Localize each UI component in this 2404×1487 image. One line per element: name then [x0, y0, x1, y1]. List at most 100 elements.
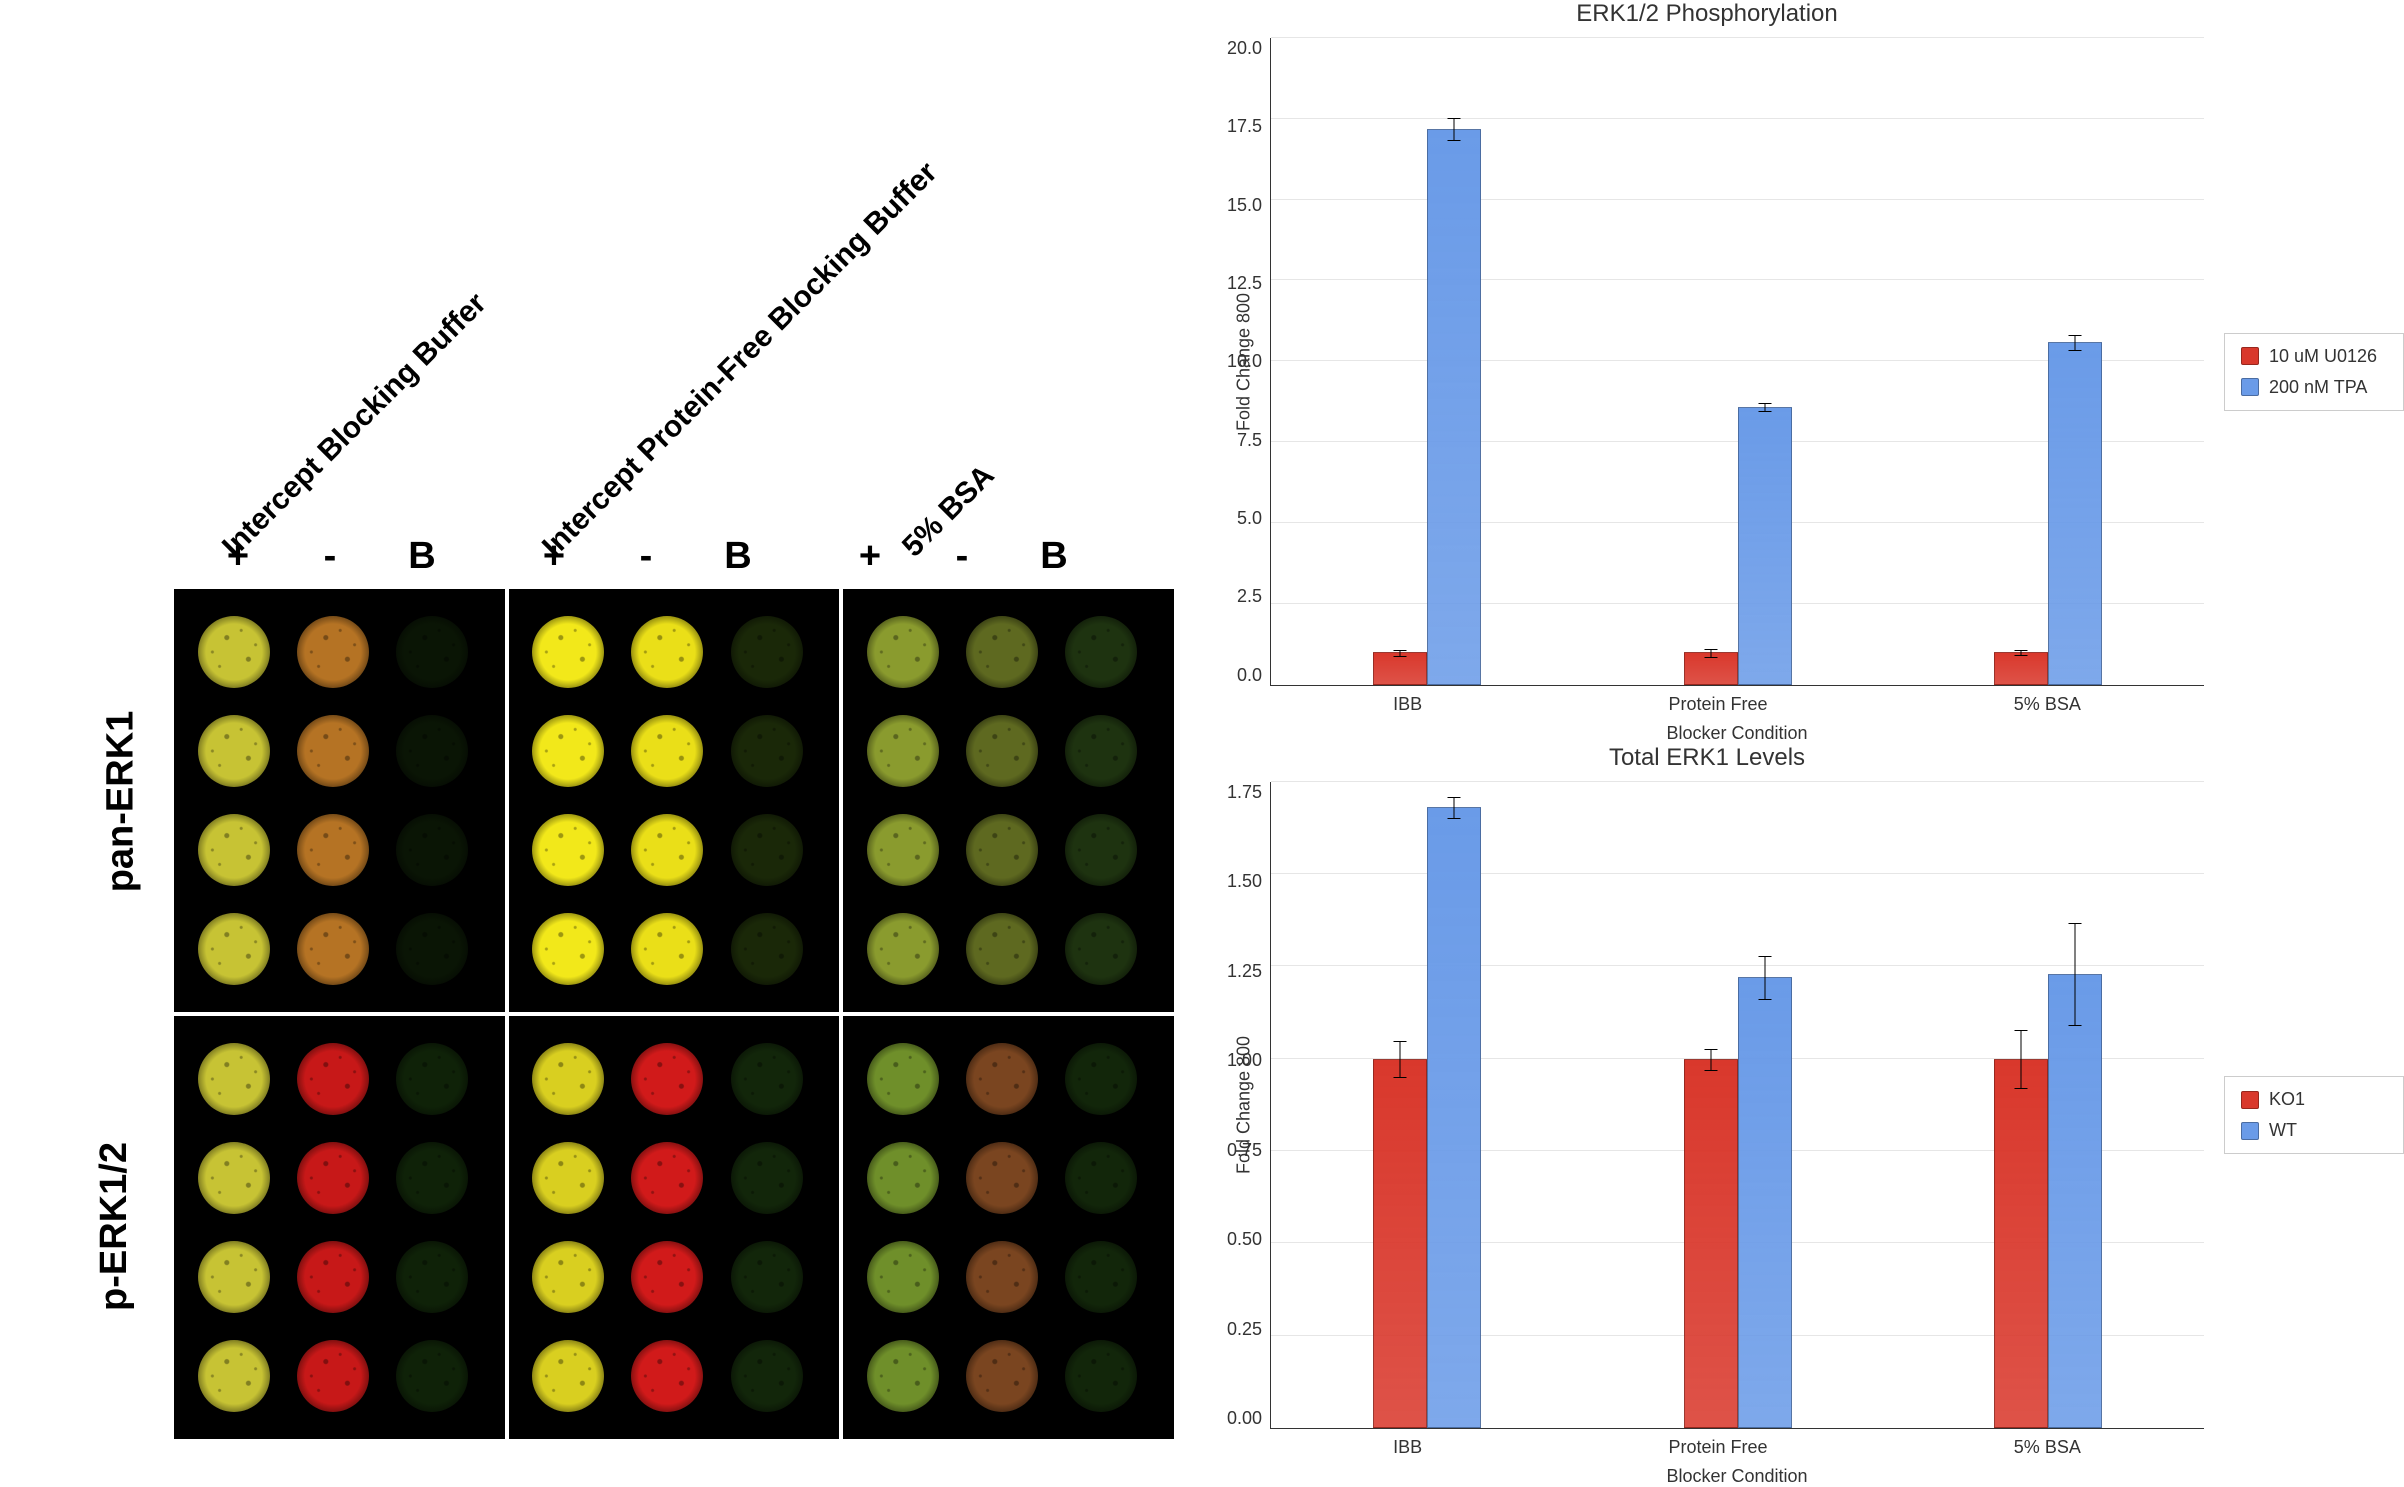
blot-spot	[297, 1340, 369, 1412]
blot-spot	[532, 616, 604, 688]
y-axis: 20.017.515.012.510.07.55.02.50.0Fold Cha…	[1210, 38, 1270, 686]
x-axis-labels: IBB Protein Free 5% BSA	[1210, 1437, 2204, 1458]
blot-spot	[731, 1340, 803, 1412]
blot-cell	[507, 1014, 842, 1441]
legend-item: KO1	[2241, 1089, 2387, 1110]
blot-spot	[867, 1043, 939, 1115]
x-tick: Protein Free	[1668, 694, 1767, 715]
bar	[1427, 129, 1481, 685]
erk-phospho-chart: ERK1/2 Phosphorylation20.017.515.012.510…	[1210, 0, 2404, 744]
x-tick: Protein Free	[1668, 1437, 1767, 1458]
bar-group	[1684, 782, 1792, 1429]
blot-spot	[731, 616, 803, 688]
bar-group	[1994, 782, 2102, 1429]
bar-group	[1373, 782, 1481, 1429]
blot-spot	[631, 1340, 703, 1412]
bar	[1994, 1059, 2048, 1428]
legend-label: 200 nM TPA	[2269, 377, 2367, 398]
col-plus: +	[824, 535, 916, 578]
blot-spot	[631, 913, 703, 985]
col-minus: -	[600, 535, 692, 578]
legend-label: WT	[2269, 1120, 2297, 1141]
blot-spot	[198, 616, 270, 688]
legend: KO1 WT	[2204, 1076, 2404, 1154]
blot-spot	[198, 814, 270, 886]
blot-spot	[198, 1043, 270, 1115]
blot-cell	[172, 587, 507, 1014]
blot-spot	[966, 715, 1038, 787]
blot-spot	[966, 1043, 1038, 1115]
blot-spot	[966, 814, 1038, 886]
blot-spot	[532, 715, 604, 787]
blot-spot	[867, 814, 939, 886]
y-axis-label: Fold Change 800	[1234, 293, 1255, 431]
blot-spot	[198, 715, 270, 787]
bar	[1373, 652, 1427, 684]
x-tick: 5% BSA	[2014, 1437, 2081, 1458]
legend-swatch	[2241, 1091, 2259, 1109]
x-tick: IBB	[1393, 1437, 1422, 1458]
x-axis-labels: IBBProtein Free5% BSA	[1210, 694, 2204, 715]
blot-spot	[731, 1142, 803, 1214]
buffer-label-1: Intercept Blocking Buffer	[216, 287, 493, 564]
bar	[2048, 974, 2102, 1428]
blot-spot	[297, 913, 369, 985]
blot-cell	[507, 587, 842, 1014]
blot-spot	[1065, 1043, 1137, 1115]
blot-spot	[532, 1142, 604, 1214]
blot-spot	[731, 913, 803, 985]
bar-group	[1994, 38, 2102, 685]
row-label-p-erk12: p-ERK1/2	[93, 1142, 136, 1311]
blot-spot	[297, 1043, 369, 1115]
chart-title: ERK1/2 Phosphorylation	[1210, 0, 2204, 28]
bar	[1373, 1059, 1427, 1428]
blot-spot	[731, 1043, 803, 1115]
y-tick: 20.0	[1227, 38, 1262, 59]
blot-spot	[396, 1043, 468, 1115]
blot-spot	[731, 814, 803, 886]
blot-spot	[396, 1340, 468, 1412]
bar	[1427, 807, 1481, 1428]
blot-spot	[297, 1142, 369, 1214]
y-axis: 1.751.501.251.000.750.500.250.00Fold Cha…	[1210, 782, 1270, 1430]
blot-spot	[731, 715, 803, 787]
plot-area	[1270, 782, 2204, 1430]
blot-grid	[170, 585, 1178, 1443]
x-axis-label: Blocker Condition	[1210, 1466, 2204, 1487]
plot-area	[1270, 38, 2204, 686]
blot-spot	[631, 616, 703, 688]
blot-spot	[631, 1043, 703, 1115]
col-b: B	[376, 535, 468, 578]
row-label-pan-erk1: pan-ERK1	[99, 711, 142, 893]
blot-spot	[1065, 715, 1137, 787]
y-tick: 1.25	[1227, 961, 1262, 982]
chart-title: Total ERK1 Levels	[1210, 744, 2204, 772]
y-tick: 12.5	[1227, 273, 1262, 294]
blot-cell	[841, 587, 1176, 1014]
blot-spot	[1065, 616, 1137, 688]
legend-swatch	[2241, 347, 2259, 365]
blot-spot	[396, 715, 468, 787]
bar	[1994, 652, 2048, 684]
column-headers: + - B + - B + - B	[192, 535, 1100, 578]
blot-spot	[297, 715, 369, 787]
blot-cell	[172, 1014, 507, 1441]
legend-label: 10 uM U0126	[2269, 346, 2377, 367]
bar-group	[1684, 38, 1792, 685]
legend-item: 200 nM TPA	[2241, 377, 2387, 398]
blot-spot	[1065, 1142, 1137, 1214]
bar	[1684, 652, 1738, 684]
col-b: B	[1008, 535, 1100, 578]
blot-spot	[631, 715, 703, 787]
bar	[1738, 977, 1792, 1428]
blot-spot	[867, 1340, 939, 1412]
col-plus: +	[192, 535, 284, 578]
blot-spot	[867, 715, 939, 787]
blot-spot	[297, 616, 369, 688]
total-erk1-area: Total ERK1 Levels 1.751.501.251.000.750.5…	[1210, 744, 2204, 1487]
blot-spot	[867, 913, 939, 985]
y-tick: 15.0	[1227, 195, 1262, 216]
y-tick: 0.0	[1237, 665, 1262, 686]
blot-spot	[198, 1142, 270, 1214]
y-tick: 0.00	[1227, 1408, 1262, 1429]
